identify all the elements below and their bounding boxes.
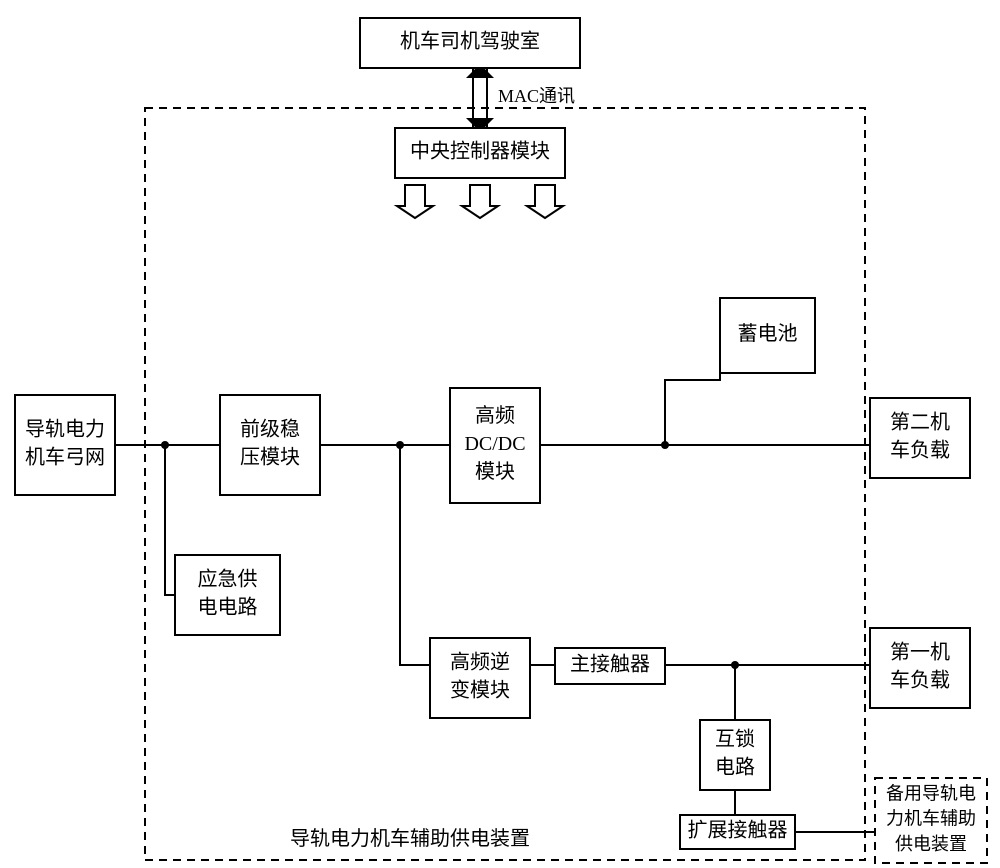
box-emergency: 应急供电电路 [175,555,280,635]
wire-1 [165,445,175,595]
box-controller-line-0: 中央控制器模块 [410,140,550,163]
box-load1-line-1: 车负载 [890,669,950,692]
box-voltage_reg-line-1: 压模块 [240,446,300,469]
box-voltage_reg-line-0: 前级稳 [240,418,300,441]
wire-5 [400,445,430,665]
box-backup: 备用导轨电力机车辅助供电装置 [875,778,987,863]
box-ext_contactor: 扩展接触器 [680,815,795,849]
box-main_contactor: 主接触器 [555,648,665,684]
box-backup-line-0: 备用导轨电 [886,783,976,803]
box-battery: 蓄电池 [720,298,815,373]
box-backup-line-1: 力机车辅助 [886,809,976,829]
box-controller: 中央控制器模块 [395,128,565,178]
box-driver_cab-line-0: 机车司机驾驶室 [400,30,540,53]
junction-0 [161,441,169,449]
mac-bidir-arrow [466,64,494,132]
box-backup-line-2: 供电装置 [895,834,967,854]
box-inverter: 高频逆变模块 [430,638,530,718]
box-ext_contactor-line-0: 扩展接触器 [688,819,788,842]
controller-arrow-1 [462,185,498,218]
box-inverter-line-0: 高频逆 [450,651,510,674]
box-pantograph-line-0: 导轨电力 [25,418,105,441]
box-interlock-line-1: 电路 [715,756,755,779]
box-pantograph-line-1: 机车弓网 [25,446,105,469]
box-load2: 第二机车负载 [870,398,970,478]
box-inverter-line-1: 变模块 [450,679,510,702]
box-load1: 第一机车负载 [870,628,970,708]
diagram-canvas: 机车司机驾驶室中央控制器模块导轨电力机车弓网 前级稳压模块应急供电电路 高频 DC/D… [0,0,1000,868]
junction-1 [396,441,404,449]
box-dcdc-line-2: 模块 [475,460,515,483]
box-load2-line-0: 第二机 [890,411,950,434]
box-interlock: 互锁电路 [700,720,770,790]
box-voltage_reg: 前级稳压模块 [220,395,320,495]
junction-3 [731,661,739,669]
box-dcdc: 高频 DC/DC 模块 [450,388,540,503]
junction-2 [661,441,669,449]
box-pantograph: 导轨电力机车弓网 [15,395,115,495]
box-emergency-line-1: 电电路 [198,596,258,619]
box-battery-line-0: 蓄电池 [738,322,798,345]
enclosure-caption: 导轨电力机车辅助供电装置 [290,827,530,850]
box-load1-line-0: 第一机 [890,641,950,664]
controller-arrow-2 [527,185,563,218]
box-dcdc-line-1: DC/DC [464,433,525,455]
mac-label: MAC通讯 [498,86,575,106]
wire-4 [665,373,720,445]
box-interlock-line-0: 互锁 [715,728,755,751]
controller-arrow-0 [397,185,433,218]
box-main_contactor-line-0: 主接触器 [570,653,650,676]
box-driver_cab: 机车司机驾驶室 [360,18,580,68]
box-load2-line-1: 车负载 [890,439,950,462]
box-dcdc-line-0: 高频 [475,404,515,427]
box-emergency-line-0: 应急供 [198,568,258,591]
